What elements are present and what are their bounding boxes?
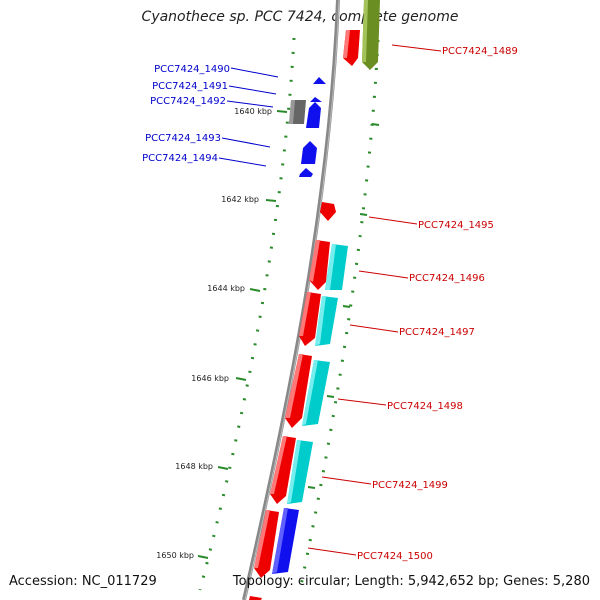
- scale-tick-label: 1650 kbp: [156, 551, 194, 560]
- gene-feature-1495[interactable]: [320, 202, 336, 221]
- gene-feature-1494[interactable]: [299, 168, 313, 177]
- scale-tick-label: 1644 kbp: [207, 284, 245, 293]
- gene-feature-1499[interactable]: [270, 436, 313, 504]
- scale-tick-label: 1646 kbp: [191, 374, 229, 383]
- gene-feature-1497[interactable]: [299, 292, 338, 346]
- scale-tick-1650: 1650 kbp: [156, 551, 209, 560]
- gene-label-1499: PCC7424_1499: [372, 480, 448, 491]
- gene-label-1496: PCC7424_1496: [409, 273, 485, 284]
- gene-label-group-left: PCC7424_1490 PCC7424_1491 PCC7424_1492 P…: [142, 64, 279, 167]
- scale-tick-1640: 1640 kbp: [234, 107, 288, 116]
- scale-tick-1642: 1642 kbp: [221, 195, 277, 204]
- gene-label-1497: PCC7424_1497: [399, 327, 475, 338]
- gene-label-1498: PCC7424_1498: [387, 401, 463, 412]
- gene-label-1500: PCC7424_1500: [357, 551, 433, 562]
- gene-label-1491: PCC7424_1491: [152, 81, 228, 92]
- scale-tick-1648: 1648 kbp: [175, 462, 229, 471]
- left-dotted-track: [198, 37, 296, 591]
- gene-feature-1490[interactable]: [313, 77, 326, 84]
- accession-text: Accession: NC_011729: [9, 574, 157, 589]
- right-track-markers: [307, 123, 380, 489]
- scale-tick-1644: 1644 kbp: [207, 284, 261, 293]
- scale-tick-label: 1648 kbp: [175, 462, 213, 471]
- gene-label-1492: PCC7424_1492: [150, 96, 226, 107]
- gene-label-1495: PCC7424_1495: [418, 220, 494, 231]
- scale-tick-1646: 1646 kbp: [191, 374, 247, 383]
- gene-label-1489: PCC7424_1489: [442, 46, 518, 57]
- gene-feature-1493[interactable]: [301, 141, 317, 164]
- gene-feature-1496[interactable]: [309, 240, 348, 290]
- scale-tick-label: 1640 kbp: [234, 107, 272, 116]
- genome-summary-text: Topology: circular; Length: 5,942,652 bp…: [232, 574, 590, 589]
- gene-label-1493: PCC7424_1493: [145, 133, 221, 144]
- gene-feature-1489[interactable]: [343, 0, 380, 70]
- scale-tick-label: 1642 kbp: [221, 195, 259, 204]
- genome-backbone: [242, 0, 340, 600]
- gene-feature-1498[interactable]: [285, 354, 330, 428]
- gene-label-1494: PCC7424_1494: [142, 153, 218, 164]
- gene-feature-1491[interactable]: [310, 97, 322, 102]
- gene-label-group-right: PCC7424_1489 PCC7424_1495 PCC7424_1496 P…: [307, 44, 518, 562]
- gene-label-1490: PCC7424_1490: [154, 64, 230, 75]
- gene-feature-1500[interactable]: [254, 508, 299, 578]
- gene-feature-partial: [249, 596, 262, 600]
- gene-feature-1492[interactable]: [289, 100, 321, 128]
